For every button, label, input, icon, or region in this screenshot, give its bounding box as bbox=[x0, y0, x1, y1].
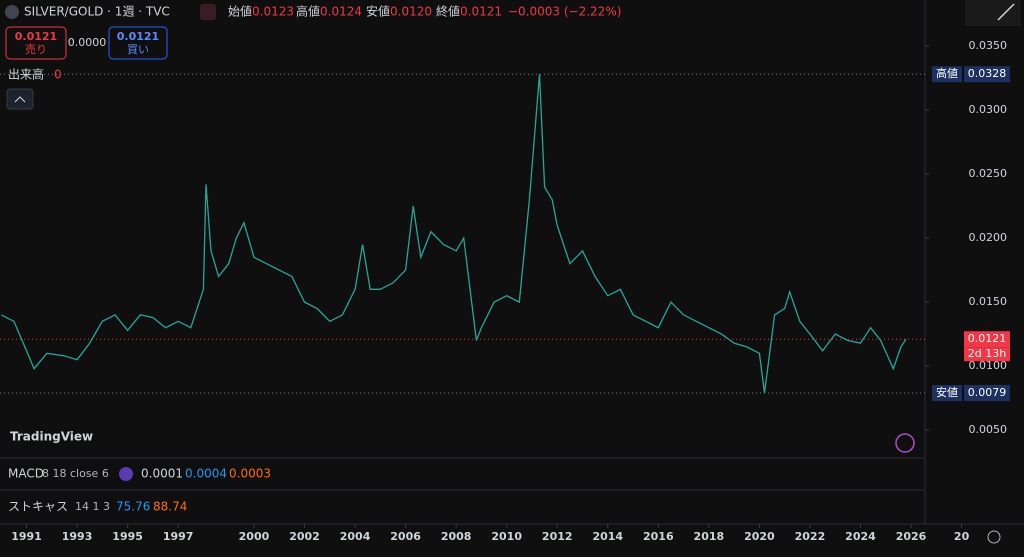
chevron bbox=[14, 96, 26, 103]
symbol-icon bbox=[5, 5, 19, 19]
macd-value: 0.0003 bbox=[229, 467, 271, 481]
x-tick-label: 2000 bbox=[239, 530, 270, 543]
sell-button[interactable] bbox=[5, 26, 67, 60]
collapse-button[interactable] bbox=[6, 88, 34, 110]
settings-icon[interactable] bbox=[987, 530, 1001, 544]
level-value: 0.0121 bbox=[968, 332, 1007, 345]
symbol[interactable]: SILVER/GOLD · 1週 · TVC bbox=[24, 5, 170, 19]
ohlc-label: 高値 bbox=[296, 4, 320, 19]
x-tick-label: 2010 bbox=[491, 530, 522, 543]
x-tick-label: 1997 bbox=[163, 530, 194, 543]
countdown-box bbox=[964, 347, 1010, 362]
x-tick-label: 2002 bbox=[289, 530, 320, 543]
label-box bbox=[932, 384, 962, 401]
macd-name: MACD bbox=[8, 467, 44, 481]
macd-value: 0.0004 bbox=[185, 467, 227, 481]
logo-text: TradingView bbox=[10, 430, 93, 444]
ohlc-value: 0.0124 bbox=[320, 5, 362, 19]
y-tick-label: 0.0350 bbox=[969, 39, 1008, 52]
ohlc-value: 0.0123 bbox=[252, 5, 294, 19]
y-tick-label: 0.0250 bbox=[969, 167, 1008, 180]
macd-value: 0.0001 bbox=[141, 467, 183, 481]
buy-price: 0.0121 bbox=[117, 30, 159, 43]
label-box bbox=[932, 66, 962, 83]
change: −0.0003 (−2.22%) bbox=[508, 5, 621, 19]
flash-icon[interactable] bbox=[895, 433, 915, 453]
status-icon[interactable] bbox=[200, 4, 216, 20]
x-tick-label: 2016 bbox=[643, 530, 674, 543]
sell-price: 0.0121 bbox=[15, 30, 57, 43]
macd-icon[interactable] bbox=[119, 467, 133, 481]
x-tick-label: 2014 bbox=[592, 530, 623, 543]
y-tick-label: 0.0150 bbox=[969, 295, 1008, 308]
value-box bbox=[964, 331, 1010, 348]
ohlc-label: 始値 bbox=[228, 4, 252, 19]
x-tick-label: 20 bbox=[954, 530, 970, 543]
level-label: 高値 bbox=[936, 66, 958, 80]
stoch-params: 14 1 3 bbox=[75, 500, 110, 513]
x-tick-label: 2008 bbox=[441, 530, 472, 543]
x-tick-label: 1993 bbox=[62, 530, 93, 543]
x-tick-label: 2020 bbox=[744, 530, 775, 543]
ohlc-value: 0.0120 bbox=[390, 5, 432, 19]
y-tick-label: 0.0100 bbox=[969, 359, 1008, 372]
buy-label: 買い bbox=[127, 43, 149, 56]
x-tick-label: 2024 bbox=[845, 530, 876, 543]
x-tick-label: 1995 bbox=[112, 530, 143, 543]
stoch-value: 75.76 bbox=[116, 500, 150, 514]
price-line bbox=[1, 74, 907, 394]
sell-label: 売り bbox=[25, 43, 47, 56]
stoch-value: 88.74 bbox=[153, 500, 187, 514]
stoch-name: ストキャス bbox=[8, 500, 68, 514]
x-tick-label: 2012 bbox=[542, 530, 573, 543]
tool-icon bbox=[997, 3, 1015, 21]
buy-button[interactable] bbox=[108, 26, 168, 60]
x-tick-label: 2026 bbox=[896, 530, 927, 543]
spread: 0.0000 bbox=[68, 36, 107, 49]
x-tick-label: 2006 bbox=[390, 530, 421, 543]
ohlc-value: 0.0121 bbox=[460, 5, 502, 19]
toolbar-button[interactable] bbox=[965, 0, 1021, 26]
ohlc-label: 終値 bbox=[436, 4, 460, 19]
volume-value: 0 bbox=[54, 68, 62, 82]
x-tick-label: 2004 bbox=[340, 530, 371, 543]
volume-label: 出来高 bbox=[8, 67, 44, 82]
ohlc-label: 安値 bbox=[366, 4, 390, 19]
level-label: 安値 bbox=[936, 385, 958, 399]
countdown: 2d 13h bbox=[968, 347, 1006, 360]
x-tick-label: 2018 bbox=[694, 530, 725, 543]
y-tick-label: 0.0200 bbox=[969, 231, 1008, 244]
value-box bbox=[964, 384, 1010, 401]
x-tick-label: 2022 bbox=[795, 530, 826, 543]
y-tick-label: 0.0300 bbox=[969, 103, 1008, 116]
x-tick-label: 1991 bbox=[11, 530, 42, 543]
level-value: 0.0079 bbox=[968, 386, 1007, 399]
y-tick-label: 0.0050 bbox=[969, 423, 1008, 436]
value-box bbox=[964, 66, 1010, 83]
level-value: 0.0328 bbox=[968, 67, 1007, 80]
macd-params: 8 18 close 6 bbox=[42, 467, 109, 480]
plot bbox=[0, 45, 963, 528]
